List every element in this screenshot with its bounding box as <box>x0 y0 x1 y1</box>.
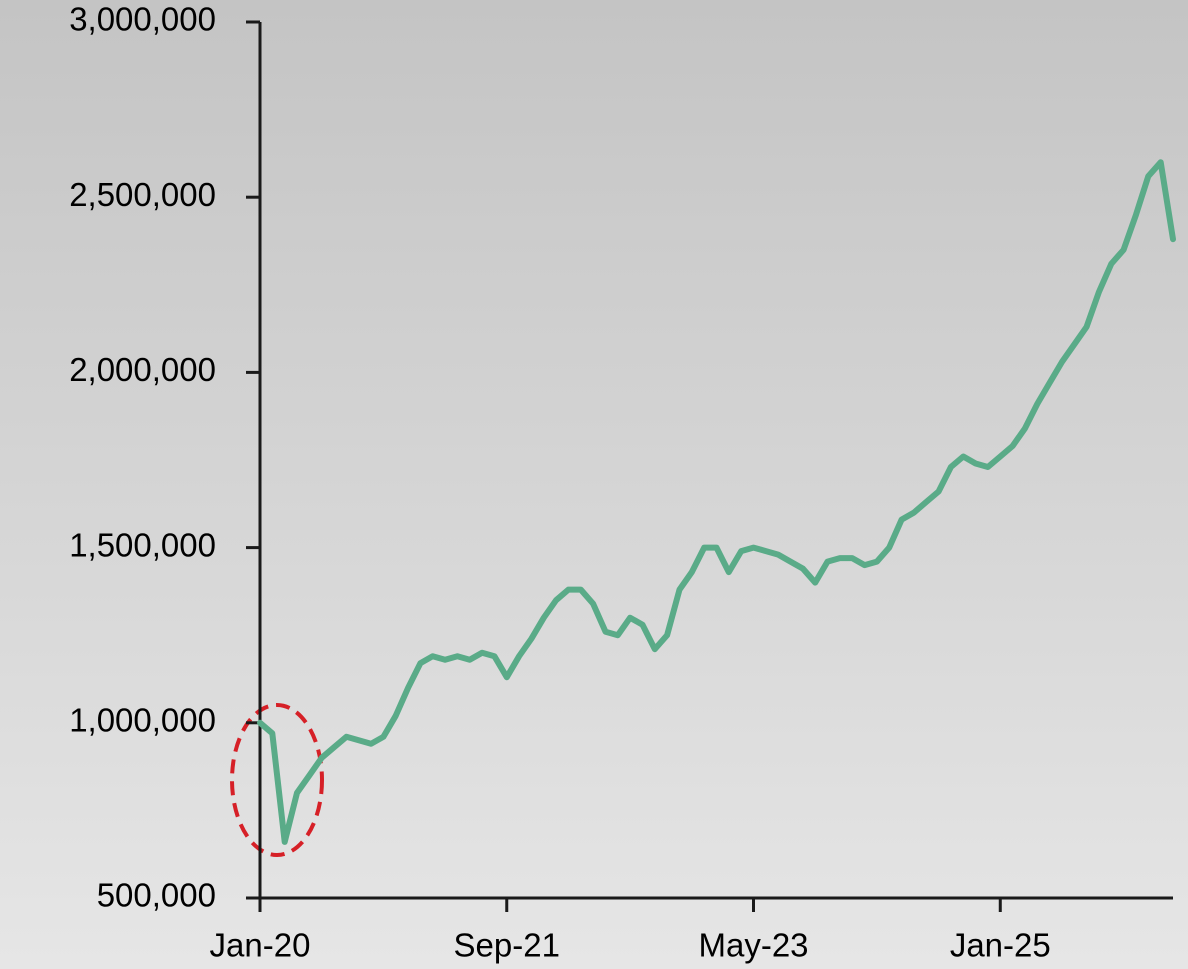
data-line <box>257 159 1176 845</box>
x-tick-label: May-23 <box>698 927 808 964</box>
y-tick-label: 2,500,000 <box>69 176 216 213</box>
x-tick-label: Sep-21 <box>454 927 560 964</box>
y-tick-label: 2,000,000 <box>69 351 216 388</box>
y-tick-label: 1,500,000 <box>69 526 216 563</box>
x-tick-label: Jan-25 <box>950 927 1051 964</box>
highlight-ellipse <box>230 703 324 857</box>
y-tick-label: 1,000,000 <box>69 702 216 739</box>
y-tick-label: 3,000,000 <box>69 1 216 38</box>
x-tick-label: Jan-20 <box>210 927 311 964</box>
y-tick-label: 500,000 <box>97 877 216 914</box>
